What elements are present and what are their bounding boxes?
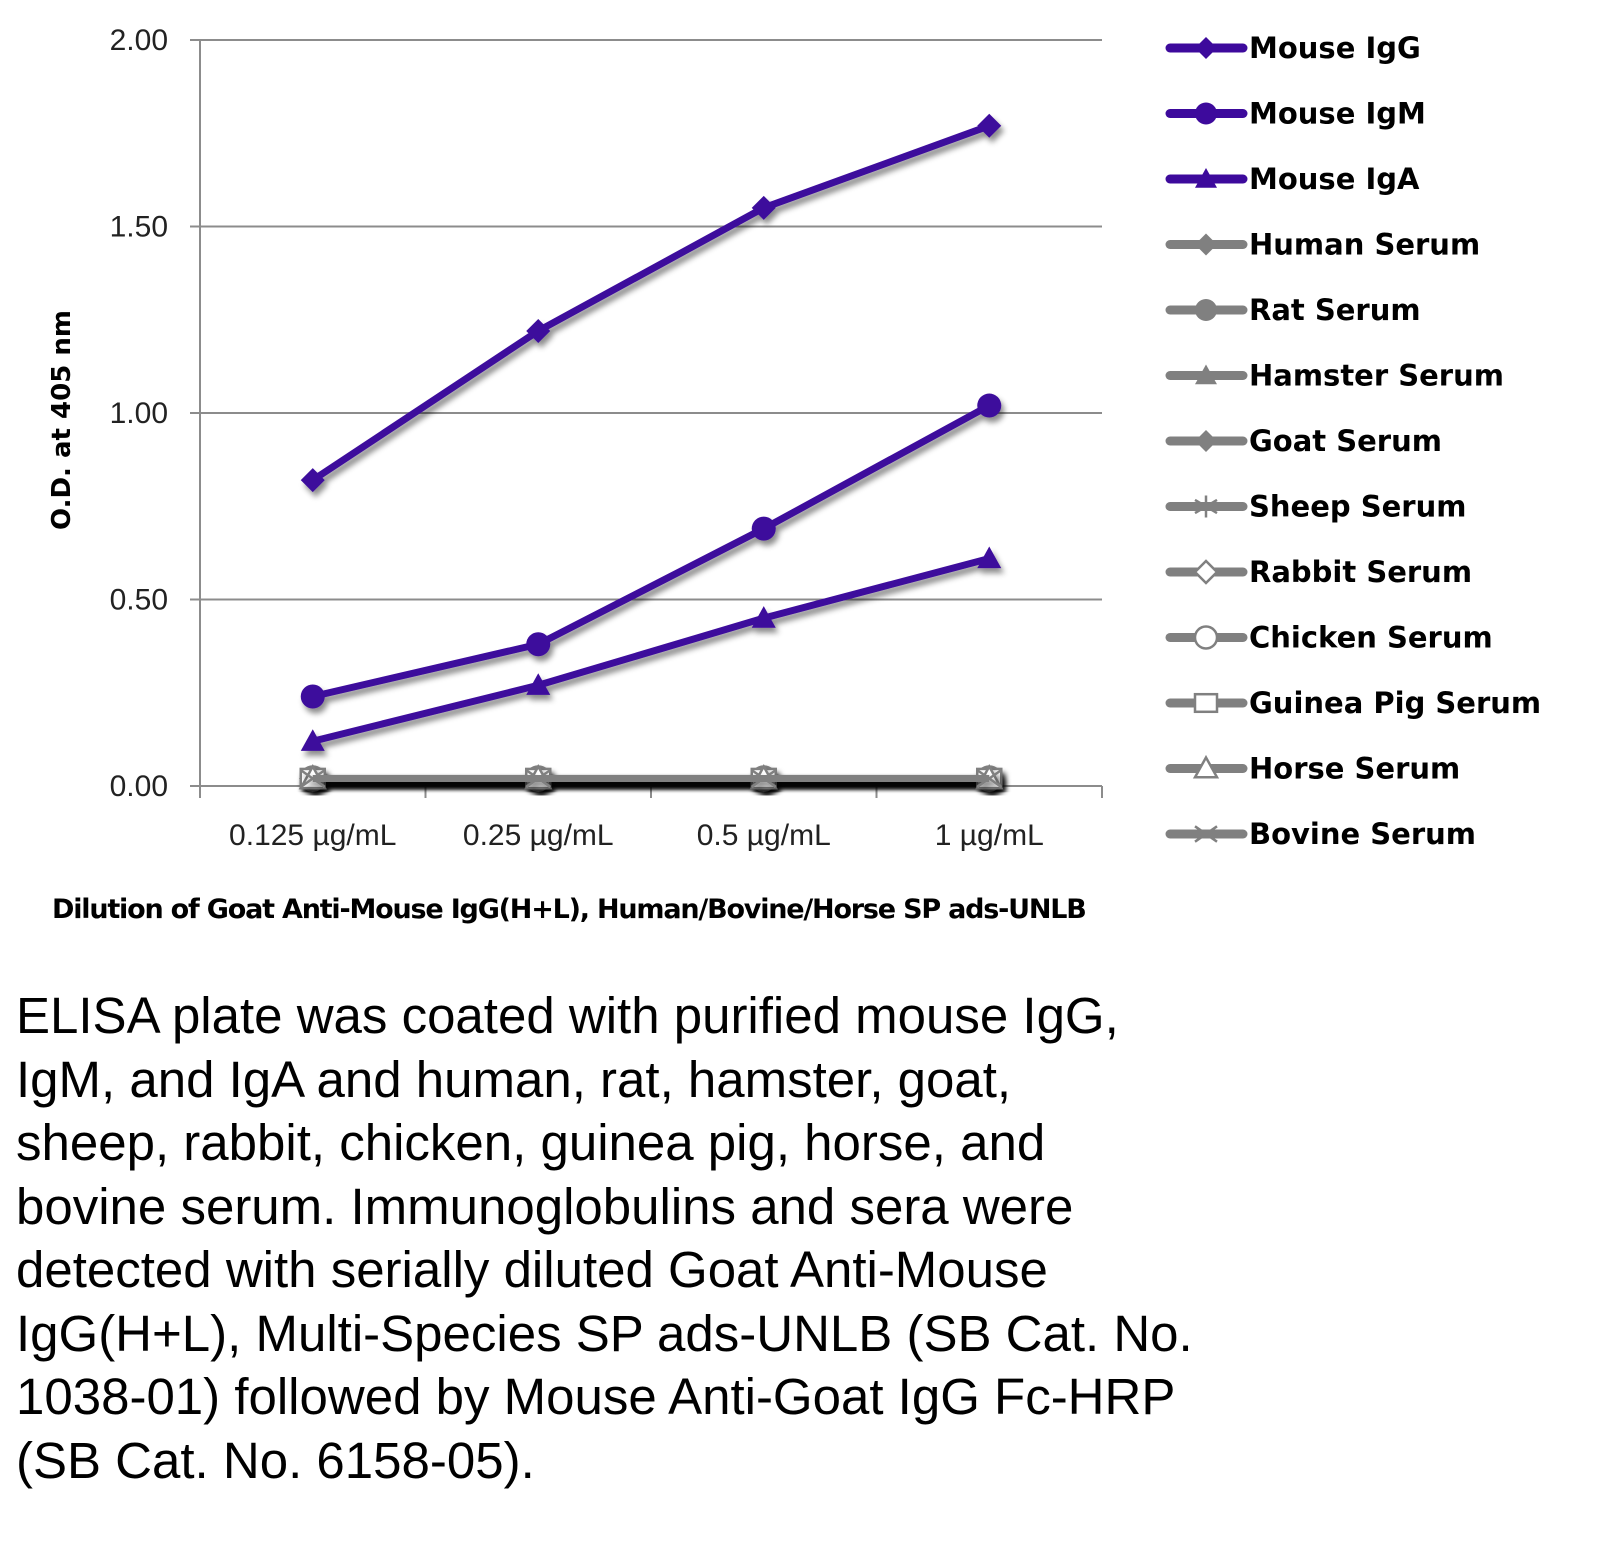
x-stroke <box>1194 825 1218 843</box>
y-tick-label: 1.50 <box>110 211 168 244</box>
series-mouse-iga <box>300 546 1002 751</box>
legend-label: Rabbit Serum <box>1249 555 1472 589</box>
legend-label: Bovine Serum <box>1249 817 1476 851</box>
elisa-line-chart: 0.00 0.50 1.00 1.50 2.00 0.125 µg/mL 0.25 µg/m… <box>47 24 1541 852</box>
series-lines <box>298 113 1004 793</box>
caption-line: 1038-01) followed by Mouse Anti-Goat IgG… <box>16 1368 1176 1425</box>
caption-line: IgG(H+L), Multi-Species SP ads-UNLB (SB … <box>16 1304 1193 1362</box>
y-tick-label: 1.00 <box>110 397 168 430</box>
star-stroke <box>1194 498 1218 515</box>
legend-label: Guinea Pig Serum <box>1249 686 1541 720</box>
x-stroke <box>751 769 777 788</box>
circle-marker <box>1195 102 1217 125</box>
x-tick-label: 1 µg/mL <box>935 819 1044 852</box>
series-line <box>310 122 991 484</box>
diamond-marker <box>1195 430 1217 452</box>
legend-label: Horse Serum <box>1249 752 1460 786</box>
legend-label: Chicken Serum <box>1249 621 1493 655</box>
legend-item: Guinea Pig Serum <box>1165 686 1541 720</box>
triangle-open-marker <box>1192 754 1220 779</box>
caption-line: detected with serially diluted Goat Anti… <box>16 1241 1048 1298</box>
x-marker <box>300 769 326 788</box>
x-tick-label: 0.25 µg/mL <box>463 819 614 852</box>
figure-caption: ELISA plate was coated with purified mou… <box>16 984 1193 1492</box>
legend-item: Rat Serum <box>1165 293 1421 327</box>
caption-line: sheep, rabbit, chicken, guinea pig, hors… <box>16 1114 1046 1171</box>
x-stroke <box>525 769 551 788</box>
legend-item: Sheep Serum <box>1165 490 1466 524</box>
x-marker <box>976 769 1002 788</box>
legend-item: Mouse IgA <box>1165 162 1420 196</box>
y-tick-label: 0.50 <box>110 584 168 617</box>
legend-item: Chicken Serum <box>1165 621 1493 655</box>
legend-item: Mouse IgM <box>1165 97 1426 131</box>
triangle-marker <box>526 673 551 695</box>
axes: 0.00 0.50 1.00 1.50 2.00 0.125 µg/mL 0.25 µg/m… <box>110 24 1103 852</box>
x-marker <box>751 769 777 788</box>
x-marker <box>1194 825 1218 843</box>
legend-item: Rabbit Serum <box>1165 555 1472 589</box>
x-tick-label: 0.125 µg/mL <box>229 819 396 852</box>
square-open-marker <box>1193 692 1219 714</box>
legend-item: Human Serum <box>1165 228 1480 262</box>
circle-marker <box>977 393 1002 418</box>
triangle-marker <box>977 546 1002 569</box>
series-mouse-igg <box>300 113 1002 493</box>
star-marker <box>1194 495 1218 518</box>
series-line <box>311 555 991 745</box>
legend-label: Hamster Serum <box>1249 359 1504 393</box>
caption-line: (SB Cat. No. 6158-05). <box>16 1431 535 1489</box>
legend-item: Hamster Serum <box>1165 359 1504 393</box>
circle-marker <box>526 632 551 657</box>
caption-line: bovine serum. Immunoglobulins and sera w… <box>16 1177 1074 1235</box>
legend-label: Mouse IgM <box>1249 97 1426 131</box>
caption-line: IgM, and IgA and human, rat, hamster, go… <box>16 1050 1012 1108</box>
series-line <box>311 402 991 700</box>
diamond-open-marker <box>1193 559 1219 585</box>
x-stroke <box>300 769 326 788</box>
diamond-marker <box>300 468 325 493</box>
triangle-marker <box>751 606 776 628</box>
caption-line: ELISA plate was coated with purified mou… <box>16 987 1119 1044</box>
legend-label: Goat Serum <box>1249 424 1442 458</box>
x-tick-label: 0.5 µg/mL <box>697 819 831 852</box>
x-axis-title: Dilution of Goat Anti-Mouse IgG(H+L), Hu… <box>52 894 1087 925</box>
circle-marker <box>1195 299 1217 321</box>
circle-marker <box>751 516 776 541</box>
diamond-marker <box>1195 233 1217 256</box>
legend-label: Sheep Serum <box>1249 490 1466 524</box>
legend: Mouse IgG Mouse IgM Mouse IgA Human Serum Ra… <box>1165 31 1541 851</box>
legend-item: Mouse IgG <box>1165 31 1421 65</box>
legend-item: Horse Serum <box>1165 752 1460 786</box>
series-bovine-serum <box>300 769 1002 788</box>
triangle-marker <box>1195 364 1217 385</box>
triangle-marker <box>1195 168 1217 188</box>
x-stroke <box>976 769 1002 788</box>
y-tick-label: 2.00 <box>110 24 168 57</box>
legend-label: Mouse IgA <box>1249 162 1420 196</box>
gridlines <box>200 39 1102 601</box>
diamond-marker <box>977 113 1002 138</box>
y-axis-title: O.D. at 405 nm <box>47 310 77 530</box>
legend-item: Bovine Serum <box>1165 817 1476 851</box>
x-marker <box>525 769 551 788</box>
y-tick-label: 0.00 <box>110 770 168 803</box>
diamond-marker <box>526 318 551 343</box>
legend-item: Goat Serum <box>1165 424 1442 458</box>
triangle-marker <box>300 729 325 751</box>
diamond-marker <box>1195 37 1217 59</box>
legend-label: Mouse IgG <box>1249 31 1421 65</box>
legend-label: Human Serum <box>1249 228 1480 262</box>
circle-marker <box>300 684 325 709</box>
diamond-marker <box>751 195 776 220</box>
series-mouse-igm <box>300 393 1002 709</box>
legend-label: Rat Serum <box>1249 293 1421 327</box>
circle-open-marker <box>1193 625 1219 650</box>
